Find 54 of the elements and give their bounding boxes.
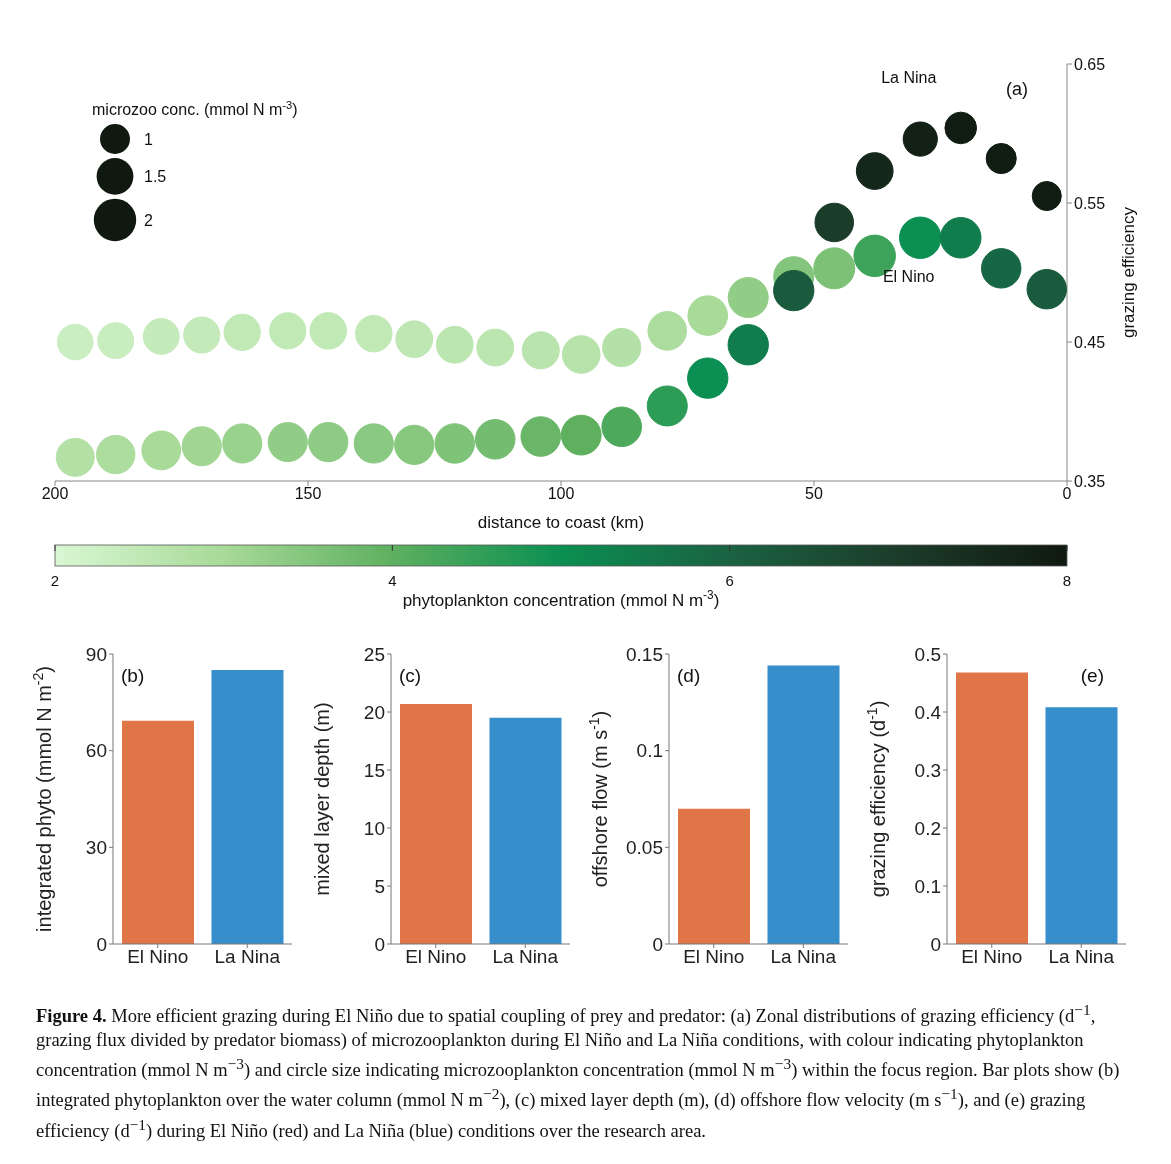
x-tick-label: La Nina	[770, 946, 837, 968]
x-tick-label: El Nino	[405, 946, 467, 968]
y-tick-label: 0.05	[626, 837, 663, 859]
y-tick-label: 0.2	[914, 817, 941, 839]
annotation: (a)	[1006, 79, 1028, 99]
y-tick-label: 0.15	[626, 643, 663, 665]
legend-title: microzoo conc. (mmol N m$^{-3}$)	[92, 99, 298, 118]
y-tick-label: 0.5	[914, 643, 941, 665]
text: La Nina	[881, 68, 937, 86]
x-tick-label: 200	[41, 485, 69, 503]
x-tick-label: 50	[805, 485, 823, 503]
x-tick-label: La Nina	[492, 946, 559, 968]
y-tick-label: 20	[363, 701, 385, 723]
y-axis-title: mixed layer depth (m)	[311, 702, 333, 896]
y-tick-label: 25	[363, 643, 385, 665]
color-bar-label: 8	[1062, 572, 1072, 589]
legend-label: 1	[144, 131, 153, 148]
annotation: (c)	[399, 665, 422, 686]
x-tick-label: La Nina	[1048, 946, 1115, 968]
y-tick-label: 0.35	[1074, 472, 1106, 490]
annotation: (e)	[1080, 665, 1104, 686]
y-tick-label: 0.1	[914, 875, 941, 897]
y-tick-label: 0.1	[636, 740, 663, 762]
y-tick-label: 5	[374, 875, 385, 897]
annotation: (d)	[677, 665, 701, 686]
color-bar-label: 6	[725, 572, 734, 589]
y-tick-label: 0.4	[914, 701, 942, 723]
y-tick-label: 10	[363, 817, 385, 839]
legend-label: 2	[144, 211, 153, 229]
color-bar-label: 2	[50, 572, 60, 589]
color-bar-label: 4	[388, 572, 397, 589]
x-tick-label: El Nino	[961, 946, 1023, 968]
color-bar-title: phytoplankton concentration (mmol N m$^{-3}$)	[402, 588, 720, 610]
x-tick-label: El Nino	[127, 946, 189, 968]
size-legend: microzoo conc. (mmol N m$^{-3}$) 1 1.5 2	[92, 99, 298, 242]
y-tick-label: 0.65	[1074, 55, 1106, 73]
x-tick-label: La Nina	[214, 946, 281, 968]
y-axis-title: grazing efficiency	[1119, 206, 1138, 339]
y-tick-label: 0.45	[1074, 333, 1106, 351]
series-label: El Nino	[882, 267, 935, 285]
y-tick-label: 90	[85, 643, 107, 665]
y-tick-label: 0.55	[1074, 194, 1106, 212]
x-tick-label: 150	[294, 485, 322, 503]
x-axis-title: distance to coast (km)	[477, 513, 645, 532]
x-tick-label: 0	[1062, 485, 1072, 503]
y-tick-label: 60	[85, 740, 107, 762]
y-tick-label: 15	[363, 759, 385, 781]
y-tick-label: 30	[85, 837, 107, 859]
legend-label: 1.5	[144, 168, 167, 186]
y-tick-label: 0.3	[914, 759, 941, 781]
x-tick-label: 100	[547, 485, 575, 503]
text: Figure 4. More efficient grazing during El Niño due to spatial coupling of prey and predator: (a) Zonal distributions of grazing efficiency (d$^{−1}$, grazing flux divided by predator biomass) of microzooplankton during El Niño and La Niña conditions, with colour indicating phytoplankton concentration (mmol N m$^{−3}$) and circle size indicating microzooplankton concentration (mmol N m$^{−3}$) within the focus region. Bar plots show (b) integrated phytoplankton over the water column (mmol N m$^{−2}$), (c) mixed layer depth (m), (d) offshore flow velocity (m s$^{−1}$), and (e) grazing efficiency (d$^{−1}$) during El Niño (red) and La Niña (blue) conditions over the research area.	[36, 1001, 1120, 1141]
x-tick-label: El Nino	[683, 946, 745, 968]
annotation: (b)	[121, 665, 145, 686]
